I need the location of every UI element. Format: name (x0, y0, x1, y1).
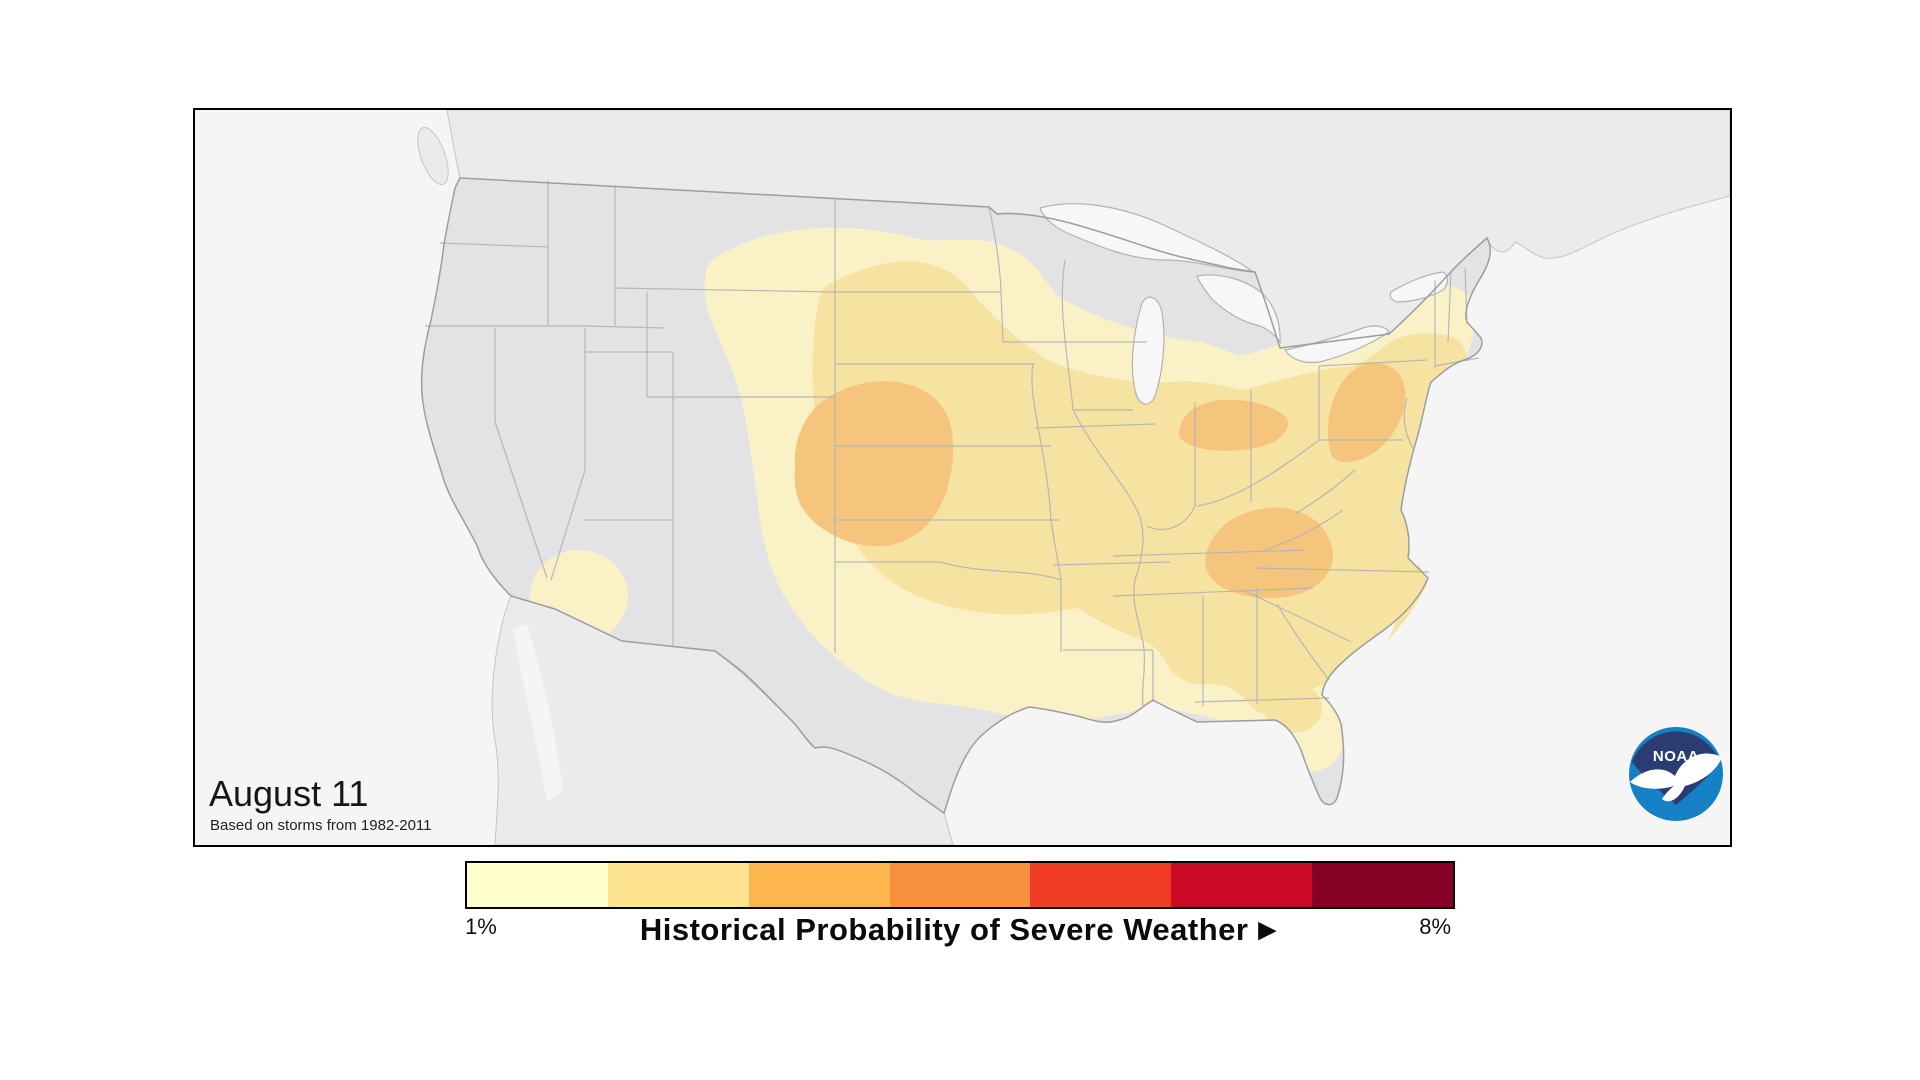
colorbar-segment-4 (889, 863, 1031, 907)
colorbar-segment-3 (748, 863, 890, 907)
noaa-logo: NOAA (1629, 727, 1723, 821)
contour-florida-spot (1264, 683, 1322, 733)
legend-title-text: Historical Probability of Severe Weather (639, 912, 1249, 947)
us-outline (420, 177, 1491, 815)
vancouver-island (417, 127, 449, 185)
contour-level-3-ohio-valley (1178, 399, 1288, 451)
legend-row: 1% 8% Historical Probability of Severe W… (465, 912, 1451, 956)
us-probability-map: NOAA (195, 110, 1730, 845)
contour-level-2 (812, 261, 1468, 715)
lake-superior (1039, 203, 1255, 273)
play-forward-icon[interactable]: ▶ (1258, 917, 1277, 942)
legend-min-label: 1% (465, 914, 497, 939)
great-lakes (1039, 203, 1449, 405)
probability-colorbar (465, 861, 1455, 909)
contour-level-3-central-plains (794, 381, 954, 547)
noaa-logo-text: NOAA (1653, 748, 1699, 765)
colorbar-segment-1 (467, 863, 608, 907)
colorbar-segment-7 (1312, 863, 1454, 907)
state-borders (425, 180, 1480, 707)
legend-max-label: 8% (1419, 914, 1451, 939)
lake-ontario (1389, 271, 1449, 303)
legend-title: Historical Probability of Severe Weather… (465, 912, 1451, 948)
map-source-note: Based on storms from 1982-2011 (210, 817, 432, 834)
gulf-of-california (513, 624, 563, 802)
contour-level-3-mid-atlantic (1327, 362, 1406, 462)
lake-michigan (1131, 296, 1165, 405)
map-date-label: August 11 (209, 773, 369, 814)
noaa-logo-gull-icon (1630, 753, 1722, 802)
lake-huron (1196, 274, 1281, 344)
colorbar-segment-6 (1171, 863, 1313, 907)
severe-weather-map-panel: NOAA August 11 Based on storms from 1982… (193, 108, 1732, 847)
colorbar-segment-2 (607, 863, 749, 907)
colorbar-segment-5 (1030, 863, 1172, 907)
noaa-logo-fan (1632, 731, 1720, 805)
contour-level-3-carolinas (1205, 507, 1334, 598)
lake-erie (1284, 325, 1390, 364)
